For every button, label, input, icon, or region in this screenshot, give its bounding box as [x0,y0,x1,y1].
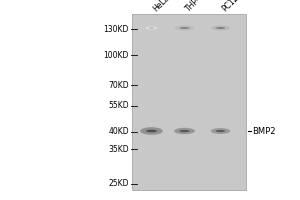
Text: HeLa: HeLa [152,0,172,13]
Ellipse shape [174,128,195,134]
Ellipse shape [175,25,194,30]
Text: PC12: PC12 [220,0,241,13]
Ellipse shape [216,130,225,132]
Text: 40KD: 40KD [108,128,129,136]
Ellipse shape [179,130,190,132]
Bar [132,14,246,190]
Ellipse shape [211,128,230,134]
Ellipse shape [146,26,158,29]
Text: 35KD: 35KD [108,144,129,154]
Ellipse shape [216,27,225,29]
Text: 55KD: 55KD [108,102,129,110]
Text: 130KD: 130KD [103,24,129,33]
Text: 70KD: 70KD [108,81,129,90]
Text: BMP2: BMP2 [252,127,275,136]
Ellipse shape [148,27,154,29]
Ellipse shape [212,25,230,30]
Text: 25KD: 25KD [109,180,129,188]
Ellipse shape [146,130,157,132]
Ellipse shape [180,27,189,29]
Ellipse shape [140,127,163,135]
Text: THP-1: THP-1 [184,0,207,13]
Text: 100KD: 100KD [103,50,129,60]
